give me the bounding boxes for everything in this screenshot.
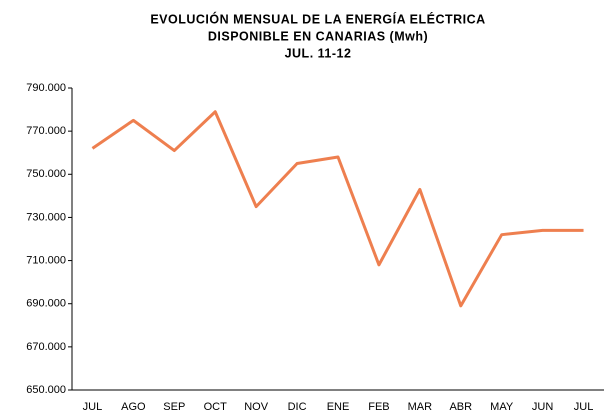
y-tick-label: 690.000	[26, 298, 66, 310]
x-tick-label: OCT	[204, 401, 228, 412]
chart-title: DISPONIBLE EN CANARIAS (Mwh)	[208, 29, 428, 43]
x-tick-label: ABR	[449, 401, 472, 412]
x-tick-label: FEB	[368, 401, 389, 412]
x-tick-label: MAY	[490, 401, 514, 412]
y-tick-label: 730.000	[26, 211, 66, 223]
chart-title: EVOLUCIÓN MENSUAL DE LA ENERGÍA ELÉCTRIC…	[150, 11, 485, 26]
x-tick-label: JUN	[532, 401, 553, 412]
y-tick-label: 770.000	[26, 125, 66, 137]
chart-title: JUL. 11-12	[285, 46, 352, 60]
x-tick-label: DIC	[288, 401, 307, 412]
y-tick-label: 750.000	[26, 168, 66, 180]
y-tick-label: 790.000	[26, 82, 66, 94]
x-tick-label: JUL	[574, 401, 594, 412]
x-tick-label: JUL	[83, 401, 103, 412]
y-tick-label: 670.000	[26, 341, 66, 353]
x-tick-label: SEP	[163, 401, 185, 412]
x-tick-label: AGO	[121, 401, 146, 412]
y-tick-label: 650.000	[26, 384, 66, 396]
x-tick-label: MAR	[408, 401, 433, 412]
x-tick-label: NOV	[244, 401, 269, 412]
data-line	[91, 110, 584, 308]
x-tick-label: ENE	[327, 401, 350, 412]
y-tick-label: 710.000	[26, 254, 66, 266]
